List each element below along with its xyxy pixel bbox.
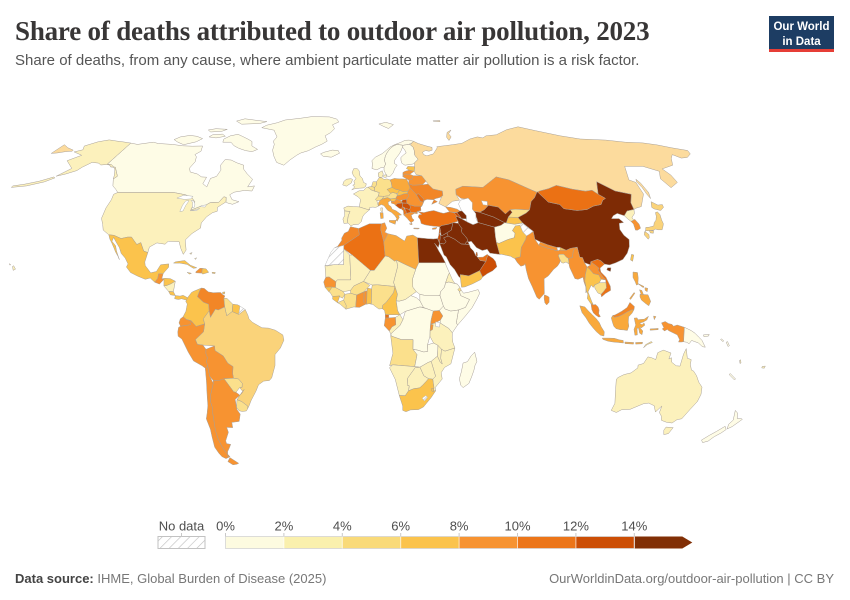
- svg-text:6%: 6%: [391, 519, 410, 534]
- svg-text:14%: 14%: [621, 519, 647, 534]
- svg-text:No data: No data: [159, 519, 205, 534]
- svg-text:10%: 10%: [504, 519, 530, 534]
- svg-text:12%: 12%: [563, 519, 589, 534]
- svg-text:2%: 2%: [275, 519, 294, 534]
- svg-text:0%: 0%: [216, 519, 235, 534]
- svg-text:4%: 4%: [333, 519, 352, 534]
- svg-text:8%: 8%: [450, 519, 469, 534]
